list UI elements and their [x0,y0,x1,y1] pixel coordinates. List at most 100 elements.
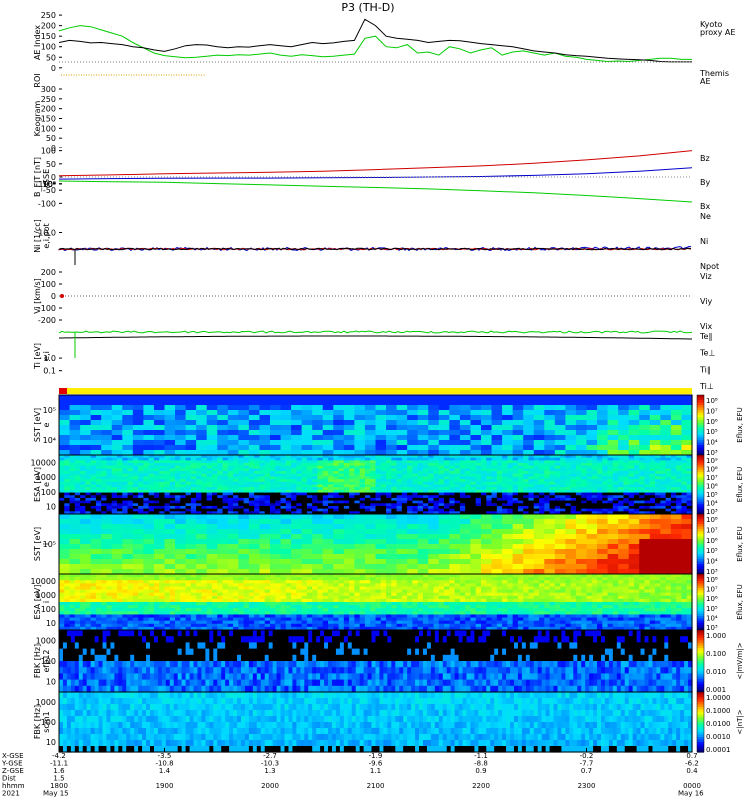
sst_i-cell [312,534,324,540]
esa_e-cell [80,505,86,510]
esa_e-cell [528,508,535,512]
esa_e-cell [597,468,603,472]
esa_e-cell [597,465,603,470]
esa_e-cell [639,481,646,486]
sst_i-cell [491,549,503,555]
esa_e-cell [285,473,292,478]
esa_e-cell [264,476,271,480]
sst_e-cell [164,450,176,456]
esa_e-cell [285,465,292,470]
sst_e-cell [312,445,324,451]
esa_i-cell [227,605,234,609]
esa_e-cell [243,457,250,461]
esa_e-cell [317,481,324,486]
esa_e-cell [544,495,551,499]
esa_e-cell [306,489,313,494]
sst_i-cell [681,514,693,520]
esa_e-cell [575,465,582,470]
esa_i-cell [180,611,187,616]
esa_e-cell [623,455,630,459]
esa_e-cell [338,489,345,494]
esa_e-cell [322,487,329,491]
esa_e-cell [175,505,181,510]
esa_e-cell [328,505,334,510]
esa_e-cell [180,479,187,483]
esa_e-cell [64,465,71,470]
sst_i-cell [428,514,440,520]
esa_i-cell [127,580,134,584]
esa_e-cell [275,511,282,515]
esa_e-cell [233,479,239,483]
sst_e-cell [122,425,134,431]
esa_e-cell [454,495,461,499]
sst_e-cell [270,435,282,441]
esa_i-cell [222,583,229,588]
esa_e-cell [264,500,271,504]
esa_i-cell [64,595,71,600]
esa_e-cell [111,476,118,480]
esa_e-cell [243,489,250,494]
esa_i-cell [111,580,118,584]
esa_e-cell [69,489,76,494]
esa_e-cell [153,468,160,472]
esa_e-cell [417,503,424,507]
esa_e-cell [85,457,92,461]
esa_e-cell [338,492,345,496]
sst_i-cell [333,554,345,560]
esa_e-cell [433,473,440,478]
sst_i-cell [428,534,440,540]
esa_e-cell [238,463,245,467]
esa_e-cell [575,492,582,496]
esa_e-cell [196,497,203,502]
esa_e-cell [496,489,503,494]
esa_e-cell [633,489,640,494]
sst_e-cell [206,440,218,446]
esa_i-cell [233,586,239,591]
esa_e-colorbar-step [697,501,704,505]
esa_e-cell [343,473,350,478]
sst_e-cell [69,435,81,441]
sst_e-cell [565,395,577,401]
esa_e-cell [101,457,108,461]
esa_e-cell [301,481,308,486]
esa_e-cell [291,457,297,461]
esa_e-cell [686,497,693,502]
esa_i-cell [69,611,76,616]
esa_e-cell [254,463,261,467]
esa_i-cell [248,598,255,603]
esa_e-cell [111,492,118,496]
esa_e-cell [354,492,361,496]
esa_i-cell [169,611,176,616]
sst_e-cell [481,395,493,401]
esa_e-cell [502,468,508,472]
esa_e-cell [391,481,398,486]
sst_i-cell [238,549,250,555]
esa_i-cell [196,577,203,581]
sst_e-cell [217,440,229,446]
esa_e-cell [586,489,593,494]
esa_e-cell [496,465,503,470]
esa_i-cell [80,605,86,609]
esa_e-cell [359,476,366,480]
esa_i-cell [233,608,239,612]
esa_e-cell [159,463,166,467]
plot-title: P3 (TH-D) [341,1,394,14]
esa_e-cell [211,487,218,491]
esa_e-cell [74,457,81,461]
sst_e-cell [280,450,292,456]
sst_e-cell [597,395,609,401]
sst_i-cell [628,549,640,555]
sst_i-cell [417,549,429,555]
sst_i-cell [238,524,250,530]
esa_e-cell [259,457,266,461]
esa_e-cell [523,463,530,467]
esa_e-cell [211,465,218,470]
sst_i-colorbar-label: Eflux, EFU [736,526,744,561]
sst_i-cell [364,534,377,540]
esa_i-cell [227,620,234,625]
sst_e-cell [238,420,250,426]
esa_e-cell [364,492,371,496]
esa_e-cell [64,503,71,507]
sst_i-cell [90,569,102,575]
esa_e-cell [591,479,598,483]
